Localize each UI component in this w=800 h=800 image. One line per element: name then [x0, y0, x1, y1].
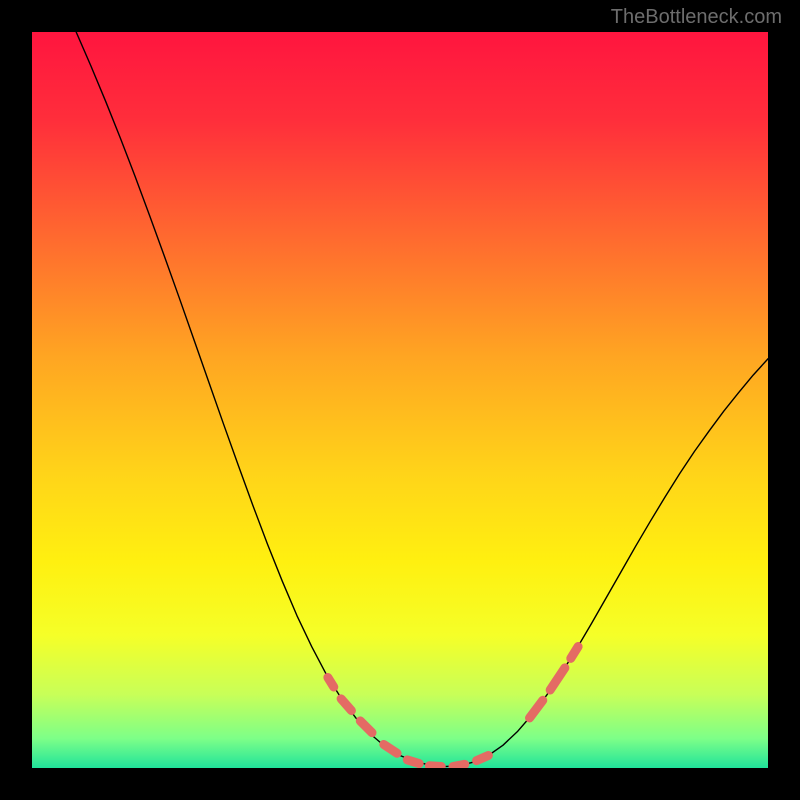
- dash-segment: [407, 760, 419, 764]
- dash-segment: [571, 647, 578, 659]
- chart-container: TheBottleneck.com: [0, 0, 800, 800]
- dash-segment: [477, 755, 489, 760]
- gradient-background: [32, 32, 768, 768]
- dash-segment: [453, 764, 465, 766]
- dash-segment: [328, 677, 334, 687]
- bottleneck-curve-chart: [32, 32, 768, 768]
- watermark-text: TheBottleneck.com: [611, 6, 782, 29]
- dash-segment: [429, 766, 441, 767]
